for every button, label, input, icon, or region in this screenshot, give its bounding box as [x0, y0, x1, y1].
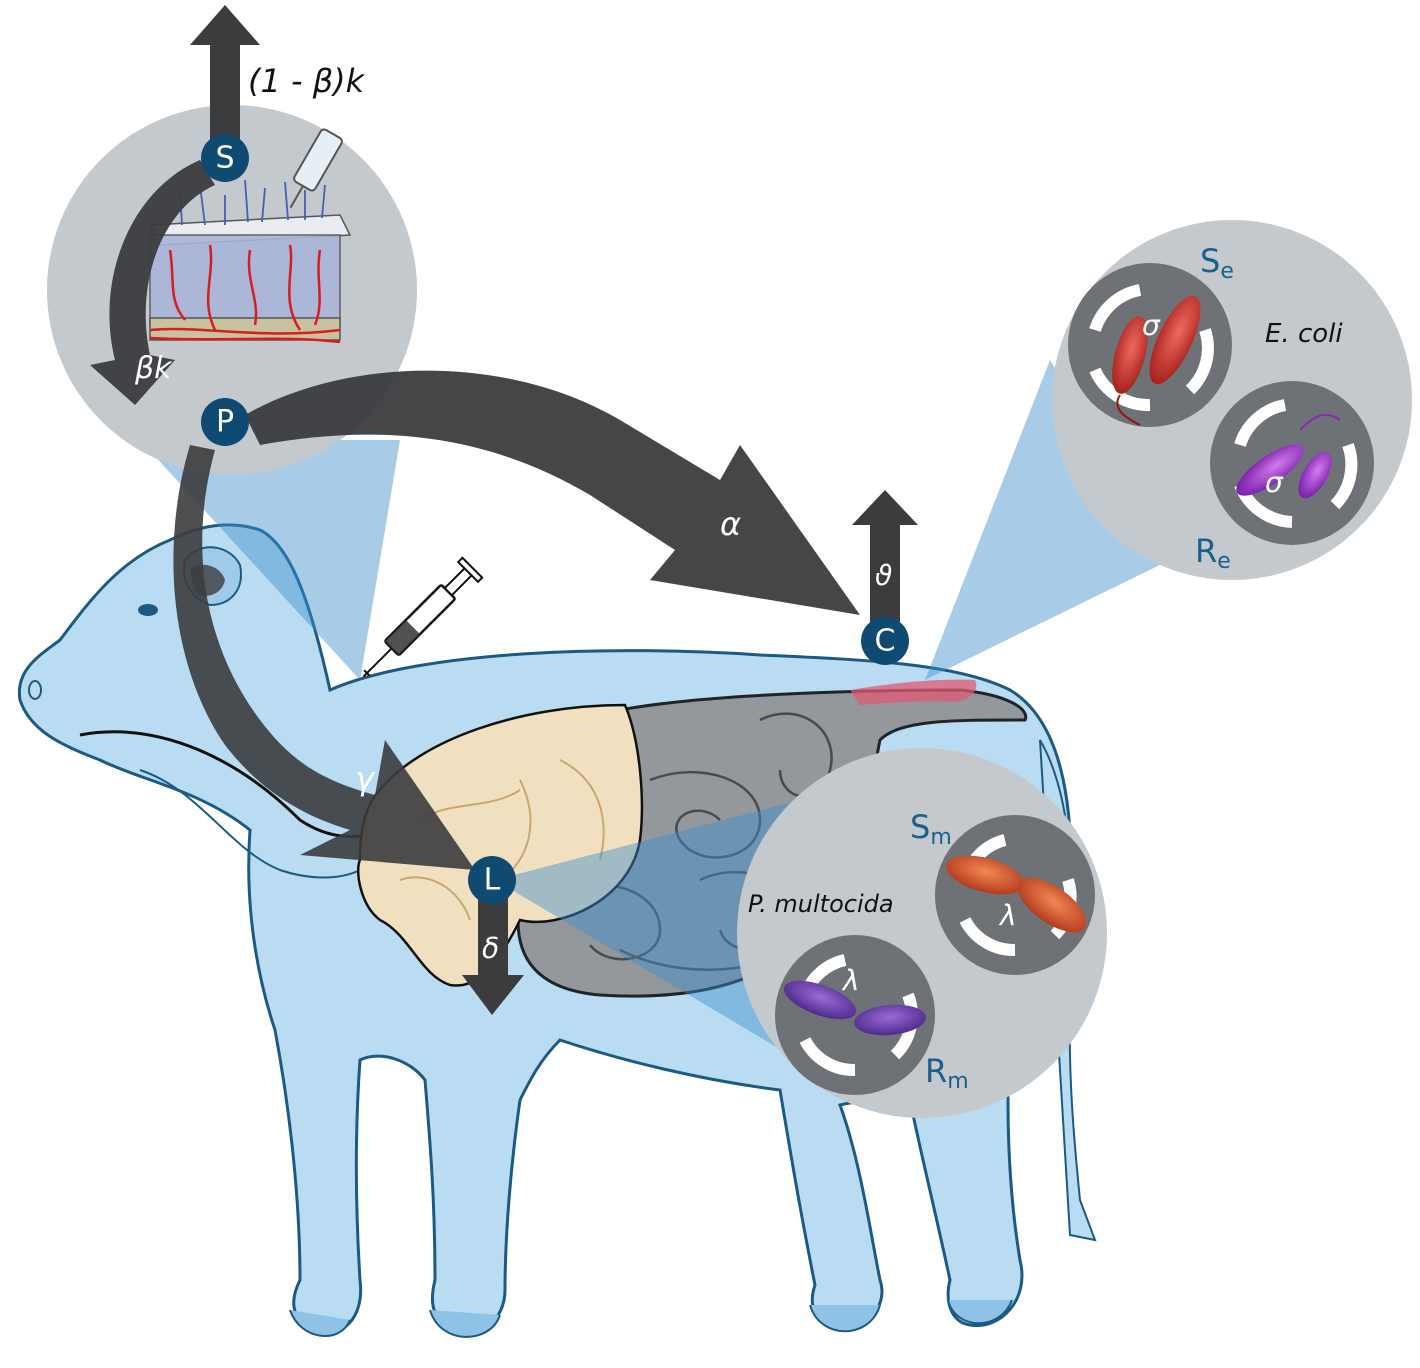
lung-resistant-label: Rm	[925, 1052, 969, 1094]
cow-eye	[138, 604, 158, 616]
node-l: L	[468, 856, 516, 904]
node-p: P	[201, 398, 249, 446]
gut-susceptible-bacteria	[1112, 295, 1201, 426]
gut-resistant-subscript: e	[1217, 549, 1231, 574]
arrow-c-elimination	[852, 490, 918, 625]
cow-hoof-back-left	[809, 1304, 881, 1333]
lung-inset-labels: P. multocida Sm Rm λ λ	[748, 808, 1017, 1094]
node-s: S	[201, 134, 249, 182]
gut-resistant-letter: R	[1195, 532, 1217, 570]
inset-syringe-icon	[289, 128, 343, 209]
rate-absorption: βk	[134, 351, 173, 386]
zoom-beams	[140, 360, 1170, 1055]
cow-hoof-back-right	[947, 1299, 1013, 1325]
node-c: C	[861, 617, 909, 665]
gut-susceptible-rate: σ	[1142, 309, 1161, 342]
gut-resistant-rate: σ	[1265, 466, 1284, 499]
node-c-label: C	[875, 624, 896, 659]
lung-inset	[737, 748, 1107, 1118]
gut-susceptible-label: Se	[1200, 242, 1234, 284]
lung-susceptible-subscript: m	[930, 825, 951, 850]
node-l-label: L	[484, 863, 501, 898]
lung-susceptible-rate: λ	[998, 899, 1017, 932]
lung-resistant-bacteria	[783, 980, 926, 1036]
gut-resistant-label: Re	[1195, 532, 1231, 574]
rate-colon-out: ϑ	[875, 559, 892, 592]
gut-susceptible-cycle-arrows	[1089, 284, 1214, 412]
gut-resistant-bacteria	[1236, 413, 1341, 499]
lungs	[356, 703, 644, 987]
beam-lung	[495, 800, 800, 1055]
beam-skin	[140, 440, 400, 680]
rate-lung-out: δ	[482, 932, 499, 965]
flow-arrows	[90, 5, 918, 1015]
node-s-label: S	[215, 141, 234, 176]
cow-hoof-front-left	[289, 1309, 351, 1337]
arrow-s-to-p	[90, 160, 215, 405]
lung-resistant-subscript: m	[947, 1069, 968, 1094]
gut-inset-labels: E. coli Se Re σ σ	[1142, 242, 1343, 574]
rate-to-lung: γ	[355, 760, 376, 798]
gut-species-label: E. coli	[1265, 319, 1343, 349]
gut-susceptible-subscript: e	[1220, 259, 1234, 284]
cow-hoof-front-right	[429, 1309, 501, 1338]
lung-species-label: P. multocida	[748, 890, 894, 918]
rate-labels: (1 - β)k βk α γ ϑ δ	[134, 62, 892, 965]
rate-to-colon: α	[720, 505, 741, 543]
cow-nostril	[28, 680, 42, 700]
syringe-icon	[362, 556, 484, 678]
compartment-nodes: S P C L	[201, 134, 909, 904]
rate-elimination-top: (1 - β)k	[248, 62, 366, 100]
colon-highlight	[850, 679, 977, 705]
node-p-label: P	[216, 405, 234, 440]
lung-susceptible-label: Sm	[910, 808, 952, 850]
gut-inset	[1052, 220, 1412, 580]
lung-resistant-letter: R	[925, 1052, 947, 1090]
arrow-s-elimination	[190, 5, 260, 155]
skin-block-illustration	[148, 179, 352, 344]
gut-susceptible-letter: S	[1200, 242, 1220, 280]
lung-susceptible-bacteria	[946, 855, 1087, 933]
lung-resistant-rate: λ	[841, 964, 860, 997]
arrow-p-to-c	[245, 370, 860, 615]
cow-dewlap-line	[139, 769, 361, 879]
arrow-p-to-l	[173, 445, 475, 870]
beam-colon	[925, 360, 1170, 680]
arrow-l-elimination	[462, 895, 524, 1015]
lung-susceptible-letter: S	[910, 808, 930, 846]
